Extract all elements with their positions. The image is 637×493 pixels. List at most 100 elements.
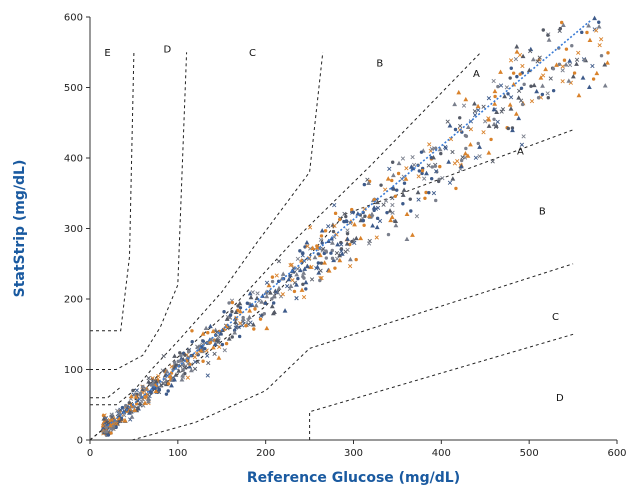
data-point bbox=[599, 37, 604, 42]
data-point bbox=[189, 367, 194, 373]
data-point bbox=[366, 241, 372, 246]
data-point bbox=[333, 266, 337, 270]
data-point bbox=[329, 251, 333, 255]
data-point bbox=[508, 58, 514, 63]
data-point bbox=[464, 146, 468, 151]
data-point bbox=[233, 309, 239, 314]
data-point bbox=[586, 23, 591, 28]
data-point bbox=[127, 406, 132, 411]
x-tick-label: 600 bbox=[607, 448, 626, 459]
data-point bbox=[423, 196, 427, 200]
data-point bbox=[109, 431, 113, 435]
data-point bbox=[463, 96, 469, 102]
data-point bbox=[576, 50, 581, 55]
data-point bbox=[330, 240, 335, 245]
data-point bbox=[576, 92, 582, 98]
data-point bbox=[286, 276, 292, 282]
data-point bbox=[246, 314, 252, 320]
data-point bbox=[393, 218, 399, 223]
data-point bbox=[106, 433, 111, 437]
data-point bbox=[351, 210, 356, 214]
data-point bbox=[472, 109, 477, 114]
data-point bbox=[169, 382, 174, 388]
data-point bbox=[440, 176, 445, 181]
data-point bbox=[318, 278, 322, 283]
data-point bbox=[114, 425, 118, 429]
data-point bbox=[520, 102, 525, 107]
data-point bbox=[494, 109, 500, 114]
data-point bbox=[572, 71, 577, 75]
data-point bbox=[396, 160, 402, 166]
data-point bbox=[198, 347, 204, 353]
zone-labels: E D C B A A B C D bbox=[104, 44, 564, 404]
data-point bbox=[331, 257, 337, 263]
data-point bbox=[237, 334, 242, 339]
data-point bbox=[446, 159, 452, 164]
data-point bbox=[400, 192, 406, 197]
data-point bbox=[602, 83, 608, 88]
data-point bbox=[345, 236, 350, 241]
data-point bbox=[203, 325, 209, 331]
data-point bbox=[353, 235, 359, 241]
data-point bbox=[310, 245, 316, 250]
data-point bbox=[142, 395, 147, 400]
zone-boundary-line bbox=[89, 129, 574, 441]
data-point bbox=[362, 207, 367, 212]
data-point bbox=[518, 98, 524, 103]
data-point bbox=[506, 92, 510, 96]
data-point bbox=[393, 222, 399, 228]
data-point bbox=[424, 190, 428, 195]
data-point bbox=[149, 383, 153, 387]
data-point bbox=[476, 141, 480, 146]
data-point bbox=[410, 155, 415, 160]
data-point bbox=[465, 124, 471, 129]
data-point bbox=[408, 197, 412, 201]
data-point bbox=[131, 388, 135, 393]
data-point bbox=[390, 172, 396, 178]
data-point bbox=[530, 56, 536, 62]
data-point bbox=[388, 217, 394, 223]
data-point bbox=[414, 214, 420, 219]
data-point bbox=[459, 163, 464, 169]
data-point bbox=[140, 386, 145, 392]
x-tick-label: 500 bbox=[520, 448, 539, 459]
data-point bbox=[570, 44, 574, 48]
data-point bbox=[258, 313, 263, 319]
data-point bbox=[262, 312, 266, 316]
data-point bbox=[557, 28, 562, 34]
zone-boundary-line bbox=[90, 52, 135, 332]
data-point bbox=[331, 229, 336, 234]
data-point bbox=[217, 344, 222, 350]
data-point bbox=[390, 160, 395, 164]
data-point bbox=[344, 219, 349, 223]
data-point bbox=[146, 376, 151, 381]
data-point bbox=[445, 119, 450, 124]
data-point bbox=[122, 413, 127, 418]
data-point bbox=[490, 159, 495, 164]
data-point bbox=[172, 360, 177, 365]
data-point bbox=[153, 379, 159, 384]
data-point bbox=[187, 364, 193, 369]
zone-label: A bbox=[517, 146, 524, 157]
data-point bbox=[190, 339, 194, 344]
data-point bbox=[495, 119, 500, 125]
zone-label: B bbox=[376, 58, 383, 69]
data-point bbox=[276, 285, 282, 290]
data-point bbox=[404, 211, 410, 216]
data-point bbox=[250, 290, 255, 295]
data-point bbox=[420, 168, 425, 173]
data-point bbox=[551, 88, 556, 93]
data-point bbox=[371, 205, 377, 210]
data-point bbox=[288, 273, 292, 278]
data-point bbox=[502, 93, 508, 99]
data-point bbox=[545, 91, 550, 96]
data-point bbox=[597, 20, 601, 24]
data-point bbox=[159, 383, 164, 388]
data-point bbox=[294, 271, 300, 277]
data-point bbox=[492, 88, 498, 94]
data-point bbox=[122, 417, 128, 423]
data-point bbox=[195, 359, 200, 365]
data-point bbox=[473, 155, 479, 160]
data-point bbox=[433, 164, 438, 168]
data-point bbox=[305, 263, 310, 269]
